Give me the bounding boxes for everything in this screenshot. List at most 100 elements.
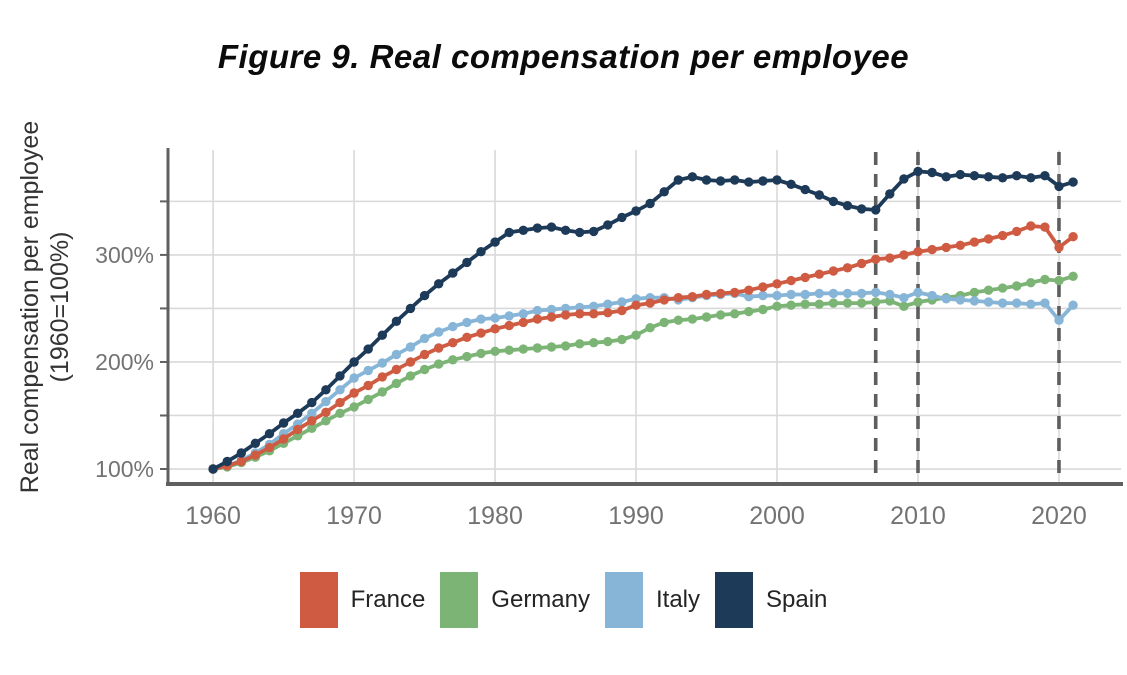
data-point-italy: [1054, 315, 1064, 325]
x-ticks: 1960 1970 1980 1990 2000 2010 2020: [185, 502, 1086, 530]
data-point-france: [645, 298, 655, 308]
legend-swatch-italy: [605, 572, 643, 628]
data-point-germany: [603, 336, 613, 347]
data-point-france: [264, 442, 275, 453]
data-point-spain: [786, 179, 796, 189]
data-point-germany: [899, 301, 909, 311]
data-point-germany: [307, 423, 317, 433]
data-point-france: [969, 237, 980, 247]
data-point-italy: [927, 290, 937, 301]
data-point-germany: [701, 312, 712, 322]
data-point-italy: [885, 289, 895, 300]
data-point-france: [518, 317, 528, 328]
data-point-spain: [1040, 171, 1050, 181]
data-point-france: [321, 407, 331, 417]
data-point-italy: [307, 408, 317, 418]
data-point-germany: [462, 351, 472, 362]
data-point-germany: [772, 301, 782, 311]
data-point-france: [913, 247, 923, 257]
data-point-spain: [856, 204, 867, 214]
data-point-france: [419, 349, 430, 360]
data-point-germany: [687, 314, 698, 324]
data-point-germany: [715, 310, 726, 320]
data-point-spain: [391, 316, 402, 326]
data-point-italy: [1068, 300, 1078, 310]
data-point-france: [504, 320, 514, 331]
data-point-france: [871, 254, 881, 264]
data-point-germany: [1040, 274, 1050, 285]
data-point-spain: [419, 290, 430, 301]
data-point-spain: [730, 175, 740, 185]
data-point-spain: [363, 344, 373, 354]
data-point-italy: [997, 298, 1008, 308]
data-point-spain: [490, 237, 500, 247]
data-point-germany: [786, 300, 796, 310]
data-point-france: [899, 250, 909, 260]
data-point-france: [603, 308, 613, 318]
data-point-germany: [744, 306, 754, 317]
data-point-spain: [278, 418, 289, 428]
data-point-france: [363, 380, 373, 391]
data-point-germany: [518, 344, 528, 354]
data-point-italy: [955, 295, 965, 305]
data-point-spain: [941, 172, 951, 182]
data-point-spain: [476, 247, 486, 257]
data-point-france: [236, 456, 246, 467]
data-point-germany: [969, 287, 980, 298]
data-point-germany: [1012, 281, 1022, 291]
data-point-france: [772, 279, 782, 289]
data-point-italy: [913, 287, 923, 298]
data-point-italy: [476, 314, 486, 324]
data-point-germany: [730, 309, 740, 319]
data-point-spain: [575, 227, 585, 238]
data-point-germany: [377, 387, 387, 397]
data-point-germany: [434, 359, 444, 369]
legend: France Germany Italy Spain: [0, 572, 1127, 628]
data-point-france: [800, 272, 810, 283]
data-point-germany: [363, 394, 373, 405]
data-point-germany: [476, 348, 486, 359]
data-point-france: [983, 234, 994, 244]
data-point-germany: [1026, 278, 1036, 288]
series-line-spain: [212, 169, 1074, 471]
data-point-spain: [885, 189, 895, 199]
data-point-germany: [856, 298, 867, 308]
data-point-france: [575, 309, 585, 319]
data-point-france: [1026, 221, 1036, 231]
data-point-spain: [631, 206, 641, 216]
data-point-france: [701, 289, 712, 300]
data-point-spain: [913, 166, 923, 177]
data-point-italy: [744, 292, 754, 302]
data-point-italy: [1026, 299, 1036, 309]
data-point-france: [532, 314, 543, 324]
data-point-france: [941, 242, 951, 253]
figure-title: Figure 9. Real compensation per employee: [217, 38, 910, 75]
data-point-france: [307, 416, 317, 426]
legend-item-germany: Germany: [440, 572, 590, 628]
y-tick-label: 200%: [95, 349, 154, 375]
data-point-germany: [589, 338, 599, 348]
y-axis-title-line1: Real compensation per employee: [16, 121, 44, 493]
data-point-spain: [546, 222, 557, 232]
x-tick-label: 2020: [1031, 502, 1087, 530]
data-point-spain: [349, 357, 359, 367]
data-point-italy: [617, 297, 627, 307]
data-point-germany: [913, 297, 923, 307]
data-point-spain: [744, 177, 754, 187]
data-point-spain: [758, 176, 768, 186]
data-point-germany: [490, 346, 500, 356]
legend-label-italy: Italy: [656, 586, 701, 613]
data-point-italy: [321, 396, 331, 407]
data-point-france: [730, 287, 740, 298]
data-point-spain: [673, 175, 683, 185]
x-tick-label: 2000: [749, 502, 805, 530]
data-point-italy: [504, 311, 514, 321]
data-point-france: [715, 288, 726, 299]
data-point-italy: [941, 294, 951, 304]
data-point-germany: [673, 315, 683, 325]
data-point-germany: [871, 297, 881, 307]
data-point-spain: [828, 196, 839, 207]
data-point-spain: [1026, 173, 1036, 183]
legend-label-spain: Spain: [766, 586, 828, 613]
